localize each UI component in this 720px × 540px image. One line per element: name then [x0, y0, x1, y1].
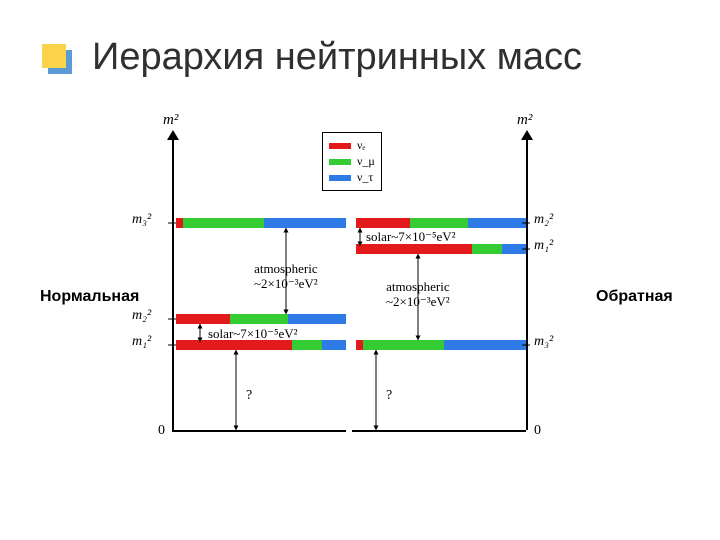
hierarchy-diagram: m² m² 0 0 νₑ ν_μ ν_τ m₃² — [136, 130, 562, 470]
caption-inverted: Обратная — [596, 288, 673, 306]
caption-normal: Нормальная — [40, 288, 139, 306]
title-bullet — [42, 44, 66, 68]
slide-title: Иерархия нейтринных масс — [92, 36, 582, 79]
gap-arrows — [136, 130, 562, 450]
slide: Иерархия нейтринных масс Нормальная Обра… — [0, 0, 720, 540]
axis-right-label: m² — [517, 112, 532, 129]
axis-left-label: m² — [163, 112, 178, 129]
